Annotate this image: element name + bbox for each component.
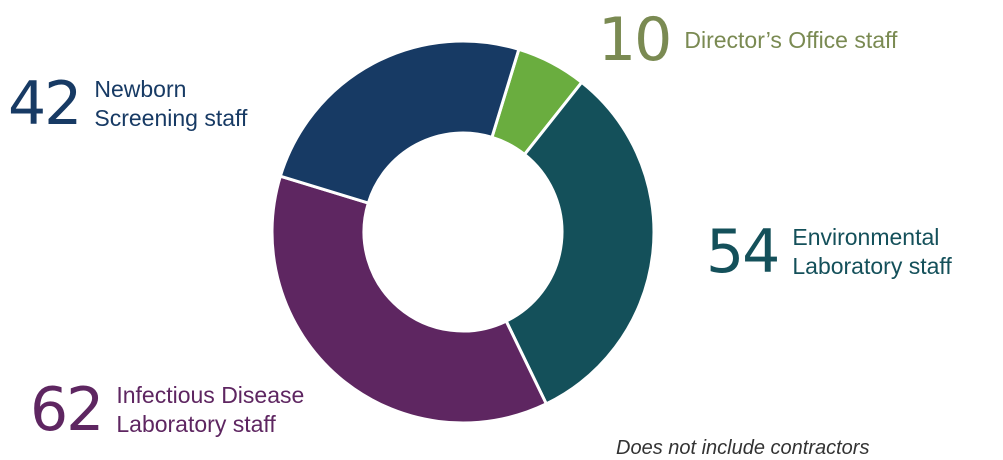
- callout-label-line: Director’s Office staff: [684, 26, 898, 53]
- donut-slice-infectious-disease-laboratory-staff: [270, 174, 549, 425]
- callout-directors-office: 10 Director’s Office staff: [598, 10, 897, 70]
- donut-slice-newborn-screening-staff: [278, 39, 521, 205]
- callout-environmental: 54 Environmental Laboratory staff: [706, 222, 952, 282]
- callout-label-line: Newborn: [94, 76, 187, 103]
- callout-number: 54: [706, 217, 780, 287]
- callout-label-line: Laboratory staff: [792, 253, 952, 279]
- callout-label-line: Environmental: [792, 224, 940, 251]
- callout-number: 10: [598, 5, 672, 75]
- callout-label-line: Screening staff: [94, 105, 248, 131]
- donut-slice-environmental-laboratory-staff: [504, 80, 656, 406]
- callout-infectious-disease: 62 Infectious Disease Laboratory staff: [30, 380, 304, 440]
- callout-label-line: Infectious Disease: [116, 382, 305, 409]
- callout-number: 62: [30, 375, 104, 445]
- donut-chart: [270, 39, 656, 425]
- callout-number: 42: [8, 69, 82, 139]
- callout-label-line: Laboratory staff: [116, 411, 276, 437]
- callout-newborn-screening: 42 Newborn Screening staff: [8, 74, 247, 134]
- footnote: Does not include contractors: [616, 437, 870, 459]
